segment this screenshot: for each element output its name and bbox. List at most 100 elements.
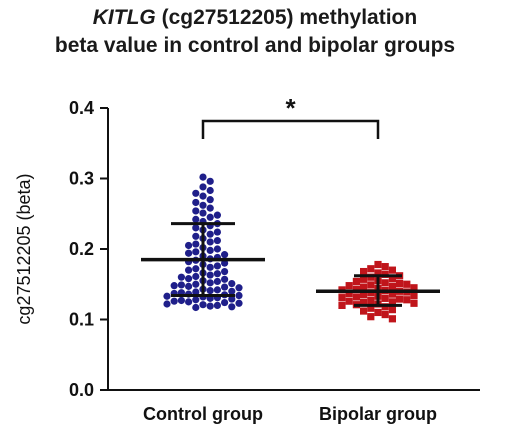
data-point-bipolar	[360, 307, 368, 315]
data-point-control	[213, 301, 221, 309]
data-point-control	[192, 280, 200, 288]
data-point-control	[206, 186, 214, 195]
data-point-control	[192, 296, 200, 304]
data-point-control	[228, 303, 236, 311]
data-point-control	[199, 183, 207, 191]
data-point-bipolar	[388, 282, 396, 290]
data-point-control	[192, 272, 200, 281]
data-point-bipolar	[388, 275, 396, 283]
data-point-control	[206, 196, 214, 204]
data-point-control	[199, 192, 207, 200]
data-point-bipolar	[388, 266, 396, 274]
data-point-control	[170, 297, 178, 305]
data-point-control	[192, 248, 200, 256]
data-point-bipolar	[388, 315, 396, 323]
chart-title: KITLG (cg27512205) methylation beta valu…	[0, 4, 510, 60]
data-point-bipolar	[374, 308, 382, 317]
y-tick-label: 0.3	[69, 169, 94, 189]
data-point-bipolar	[352, 277, 360, 286]
data-point-bipolar	[360, 267, 368, 276]
data-point-control	[185, 241, 193, 250]
data-point-control	[192, 303, 200, 312]
data-point-bipolar	[360, 291, 368, 299]
data-point-control	[221, 251, 229, 259]
data-point-control	[177, 281, 185, 289]
y-tick-label: 0.2	[69, 239, 94, 259]
data-point-bipolar	[403, 296, 411, 304]
data-point-control	[177, 273, 185, 281]
data-point-control	[163, 292, 171, 300]
data-point-control	[213, 245, 221, 253]
data-point-bipolar	[338, 294, 346, 302]
data-point-bipolar	[381, 294, 389, 302]
data-point-control	[192, 198, 200, 207]
data-point-control	[206, 246, 214, 255]
y-axis-label: cg27512205 (beta)	[14, 173, 34, 324]
data-point-bipolar	[360, 298, 368, 307]
data-point-control	[235, 299, 243, 307]
data-point-control	[213, 286, 221, 294]
data-point-control	[213, 277, 221, 286]
data-point-bipolar	[396, 295, 404, 303]
data-point-control	[185, 298, 193, 306]
data-point-control	[206, 279, 214, 287]
data-point-control	[206, 286, 214, 295]
data-point-control	[206, 263, 214, 271]
significance-star: *	[285, 93, 296, 123]
data-point-bipolar	[367, 296, 375, 305]
data-point-control	[235, 284, 243, 292]
data-point-control	[235, 291, 243, 300]
data-point-control	[192, 215, 200, 223]
data-point-bipolar	[367, 265, 375, 273]
data-point-bipolar	[396, 279, 404, 288]
data-point-bipolar	[374, 269, 382, 277]
data-point-control	[185, 275, 193, 283]
data-point-control	[213, 211, 221, 219]
data-point-bipolar	[381, 310, 389, 319]
data-point-control	[221, 275, 229, 283]
data-point-control	[206, 271, 214, 279]
data-point-control	[213, 228, 221, 236]
data-point-bipolar	[410, 284, 418, 292]
data-point-control	[221, 283, 229, 291]
data-point-bipolar	[345, 289, 353, 298]
data-point-control	[185, 249, 193, 257]
data-point-bipolar	[352, 285, 360, 293]
data-point-control	[228, 279, 236, 288]
data-point-control	[213, 236, 221, 245]
data-point-control	[192, 288, 200, 296]
data-point-control	[206, 177, 214, 185]
data-point-bipolar	[367, 281, 375, 289]
data-point-bipolar	[360, 275, 368, 283]
data-point-control	[192, 224, 200, 232]
chart-title-gene: KITLG	[92, 6, 156, 29]
data-point-control	[192, 189, 200, 197]
data-point-control	[206, 204, 214, 212]
x-category-label: Control group	[143, 404, 263, 424]
data-point-control	[199, 173, 207, 181]
y-tick-label: 0.4	[69, 98, 94, 118]
data-point-control	[221, 267, 229, 276]
data-point-bipolar	[381, 279, 389, 287]
data-point-control	[199, 301, 207, 309]
error-bars	[141, 222, 440, 307]
data-point-control	[185, 282, 193, 290]
data-point-control	[228, 287, 236, 295]
data-point-bipolar	[360, 283, 368, 291]
data-point-bipolar	[410, 299, 418, 307]
data-point-control	[206, 302, 214, 310]
data-point-control	[199, 201, 207, 209]
y-tick-label: 0.1	[69, 310, 94, 330]
data-point-control	[213, 262, 221, 270]
data-point-bipolar	[345, 297, 353, 305]
chart-title-line2: beta value in control and bipolar groups	[54, 34, 456, 57]
data-point-control	[192, 265, 200, 273]
data-point-control	[170, 282, 178, 290]
bracket-line	[201, 119, 380, 139]
y-tick-label: 0.0	[69, 380, 94, 400]
data-point-control	[185, 266, 193, 274]
chart-title-line1: KITLG (cg27512205) methylation	[0, 4, 510, 32]
data-point-bipolar	[388, 298, 396, 306]
data-point-control	[206, 238, 214, 246]
data-point-control	[206, 230, 214, 238]
